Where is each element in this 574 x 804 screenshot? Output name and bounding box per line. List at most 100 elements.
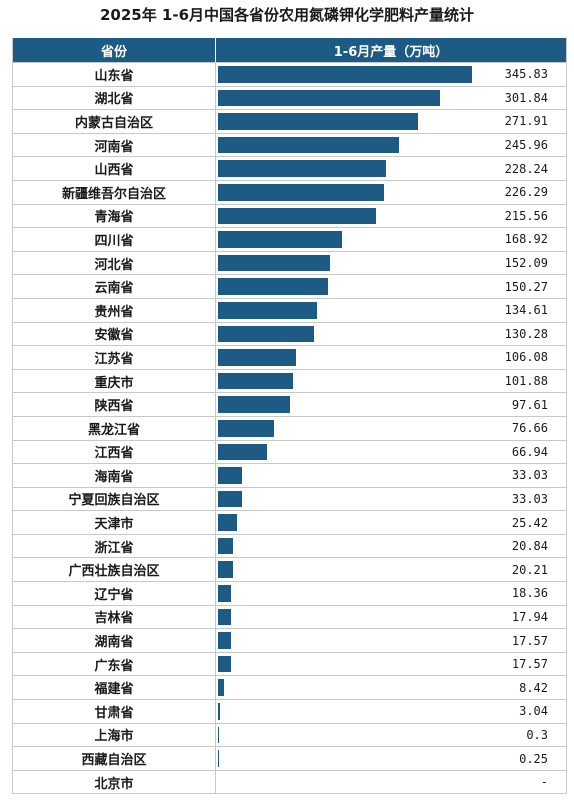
table-row: 上海市 0.3 xyxy=(13,722,566,747)
province-label: 上海市 xyxy=(13,723,216,747)
table-row: 山东省 345.83 xyxy=(13,62,566,86)
table-row: 西藏自治区 0.25 xyxy=(13,746,566,770)
province-label: 宁夏回族自治区 xyxy=(13,487,216,511)
output-cell: 17.57 xyxy=(216,629,566,652)
output-bar xyxy=(218,278,329,295)
output-bar xyxy=(218,443,268,461)
table-row: 福建省 8.42 xyxy=(13,675,566,700)
province-label: 西藏自治区 xyxy=(13,747,216,770)
output-value: 17.57 xyxy=(511,633,548,648)
province-label: 贵州省 xyxy=(13,298,216,322)
table-row: 辽宁省 18.36 xyxy=(13,581,566,605)
output-bar xyxy=(218,514,237,531)
table-row: 广东省 17.57 xyxy=(13,651,566,676)
table-row: 河北省 152.09 xyxy=(13,250,566,275)
output-value: 0.25 xyxy=(519,751,548,766)
output-bar xyxy=(218,726,219,744)
output-value: - xyxy=(540,775,548,790)
table-row: 浙江省 20.84 xyxy=(13,533,566,558)
province-label: 福建省 xyxy=(13,676,216,700)
output-cell: 215.56 xyxy=(216,205,566,228)
output-cell: 3.04 xyxy=(216,700,566,723)
output-cell: 17.57 xyxy=(216,653,566,676)
output-bar xyxy=(218,66,472,83)
province-label: 安徽省 xyxy=(13,322,216,346)
output-cell: 25.42 xyxy=(216,511,566,534)
table-row: 海南省 33.03 xyxy=(13,463,566,487)
output-cell: 130.28 xyxy=(216,323,566,346)
output-cell: 8.42 xyxy=(216,676,566,699)
province-label: 江苏省 xyxy=(13,346,216,369)
output-bar xyxy=(218,561,233,579)
output-cell: 17.94 xyxy=(216,606,566,629)
province-label: 云南省 xyxy=(13,275,216,298)
output-bar xyxy=(218,396,290,413)
output-value: 25.42 xyxy=(511,515,548,530)
output-value: 20.84 xyxy=(511,539,548,554)
province-label: 河北省 xyxy=(13,251,216,275)
output-cell: 76.66 xyxy=(216,417,566,440)
output-value: 150.27 xyxy=(504,279,548,294)
output-bar xyxy=(218,89,440,107)
table-row: 湖南省 17.57 xyxy=(13,628,566,652)
province-label: 内蒙古自治区 xyxy=(13,110,216,133)
province-label: 广西壮族自治区 xyxy=(13,558,216,582)
province-label: 天津市 xyxy=(13,511,216,534)
province-label: 海南省 xyxy=(13,464,216,487)
province-label: 新疆维吾尔自治区 xyxy=(13,180,216,204)
header-output: 1-6月产量（万吨） xyxy=(333,44,449,60)
province-label: 河南省 xyxy=(13,133,216,157)
output-cell: 152.09 xyxy=(216,252,566,275)
output-value: 228.24 xyxy=(504,161,548,176)
output-cell: 345.83 xyxy=(216,63,566,86)
output-cell: 20.84 xyxy=(216,535,566,558)
province-label: 吉林省 xyxy=(13,605,216,629)
province-label: 陕西省 xyxy=(13,393,216,416)
output-bar xyxy=(218,136,399,154)
table-row: 贵州省 134.61 xyxy=(13,297,566,322)
output-cell: 33.03 xyxy=(216,488,566,511)
output-bar xyxy=(218,301,317,319)
output-bar xyxy=(218,325,314,343)
table-row: 江西省 66.94 xyxy=(13,439,566,464)
output-value: 215.56 xyxy=(504,208,548,223)
output-value: 18.36 xyxy=(511,586,548,601)
output-bar xyxy=(218,750,219,767)
province-label: 江西省 xyxy=(13,440,216,464)
table-row: 宁夏回族自治区 33.03 xyxy=(13,486,566,511)
output-cell: 18.36 xyxy=(216,582,566,605)
output-value: 245.96 xyxy=(504,138,548,153)
output-cell: 33.03 xyxy=(216,464,566,487)
table-row: 湖北省 301.84 xyxy=(13,85,566,110)
output-value: 8.42 xyxy=(519,680,548,695)
chart-title: 2025年 1-6月中国各省份农用氮磷钾化学肥料产量统计 xyxy=(99,6,475,24)
table-header: 省份 1-6月产量（万吨） xyxy=(13,38,566,62)
output-bar xyxy=(218,467,243,484)
output-bar xyxy=(218,254,330,272)
output-value: 101.88 xyxy=(504,374,548,389)
output-cell: 97.61 xyxy=(216,393,566,416)
province-label: 山西省 xyxy=(13,157,216,180)
province-label: 重庆市 xyxy=(13,369,216,393)
output-value: 130.28 xyxy=(504,326,548,341)
province-label: 湖南省 xyxy=(13,629,216,652)
province-label: 湖北省 xyxy=(13,86,216,110)
output-cell: 245.96 xyxy=(216,134,566,157)
table-row: 新疆维吾尔自治区 226.29 xyxy=(13,179,566,204)
table-row: 安徽省 130.28 xyxy=(13,321,566,346)
output-cell: 0.3 xyxy=(216,724,566,747)
output-bar xyxy=(218,349,296,366)
output-bar xyxy=(218,608,232,626)
output-value: 17.57 xyxy=(511,657,548,672)
table-row: 四川省 168.92 xyxy=(13,227,566,251)
output-bar xyxy=(218,679,225,697)
output-value: 0.3 xyxy=(526,727,548,742)
table-row: 青海省 215.56 xyxy=(13,203,566,228)
province-label: 辽宁省 xyxy=(13,582,216,605)
output-cell: - xyxy=(216,771,566,794)
output-bar xyxy=(218,703,221,720)
output-cell: 101.88 xyxy=(216,370,566,393)
output-value: 152.09 xyxy=(504,256,548,271)
output-bar xyxy=(218,585,232,602)
province-label: 山东省 xyxy=(13,63,216,86)
